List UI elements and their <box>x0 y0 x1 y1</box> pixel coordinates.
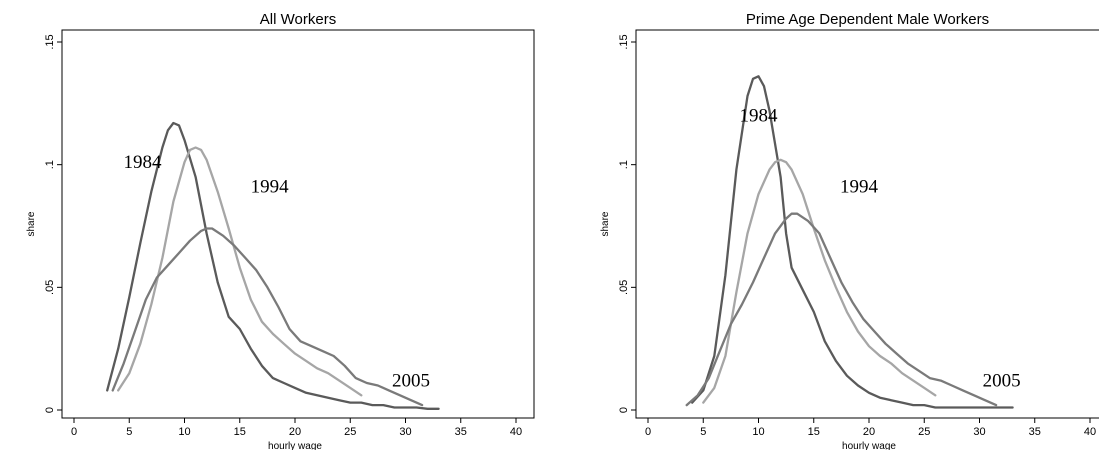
x-tick-label: 35 <box>455 426 467 438</box>
series-label-1984: 1984 <box>124 152 163 173</box>
y-tick-label: .1 <box>44 160 56 169</box>
x-tick-label: 35 <box>1029 426 1041 438</box>
x-tick-label: 30 <box>973 426 985 438</box>
series-line-2005 <box>111 227 424 407</box>
series-line-1994 <box>117 146 363 397</box>
x-tick-label: 0 <box>71 426 77 438</box>
x-tick-label: 10 <box>178 426 190 438</box>
chart-panel-all-workers: All Workers 0 5 10 15 20 25 30 35 40 0 .05 .1 .15 hour… <box>26 11 535 450</box>
series-label-2005: 2005 <box>983 371 1021 392</box>
x-tick-label: 40 <box>1084 426 1096 438</box>
x-tick-label: 5 <box>126 426 132 438</box>
series-label-1994: 1994 <box>251 177 290 198</box>
series-label-2005: 2005 <box>392 371 430 392</box>
x-tick-label: 20 <box>289 426 301 438</box>
x-tick-label: 5 <box>700 426 706 438</box>
x-tick-label: 15 <box>234 426 246 438</box>
series-line-1994 <box>702 158 937 404</box>
series-line-1984 <box>106 121 440 410</box>
x-tick-label: 0 <box>645 426 651 438</box>
x-tick-label: 20 <box>863 426 875 438</box>
x-tick-label: 30 <box>399 426 411 438</box>
x-axis-label: hourly wage <box>842 441 896 450</box>
y-axis-label: share <box>26 211 37 236</box>
y-tick-label: .05 <box>618 280 630 295</box>
y-tick-label: .15 <box>44 34 56 49</box>
x-tick-label: 25 <box>918 426 930 438</box>
series-label-1984: 1984 <box>740 106 779 127</box>
plot-frame <box>635 29 1099 419</box>
x-tick-label: 15 <box>808 426 820 438</box>
series-line-1984 <box>691 75 1014 409</box>
y-tick-label: .1 <box>618 160 630 169</box>
y-tick-label: .05 <box>44 280 56 295</box>
x-tick-label: 40 <box>510 426 522 438</box>
plot-frame <box>61 29 535 419</box>
x-tick-label: 25 <box>344 426 356 438</box>
y-tick-label: 0 <box>44 407 56 413</box>
chart-title: Prime Age Dependent Male Workers <box>746 11 989 28</box>
chart-panel-prime-age-dependent-male-workers: Prime Age Dependent Male Workers 0 5 10 15 20… <box>600 11 1099 450</box>
x-axis-label: hourly wage <box>268 441 322 450</box>
y-tick-label: 0 <box>618 407 630 413</box>
x-tick-label: 10 <box>752 426 764 438</box>
series-line-2005 <box>685 212 998 407</box>
y-axis-label: share <box>600 211 611 236</box>
series-label-1994: 1994 <box>840 177 879 198</box>
chart-title: All Workers <box>260 11 336 28</box>
y-tick-label: .15 <box>618 34 630 49</box>
